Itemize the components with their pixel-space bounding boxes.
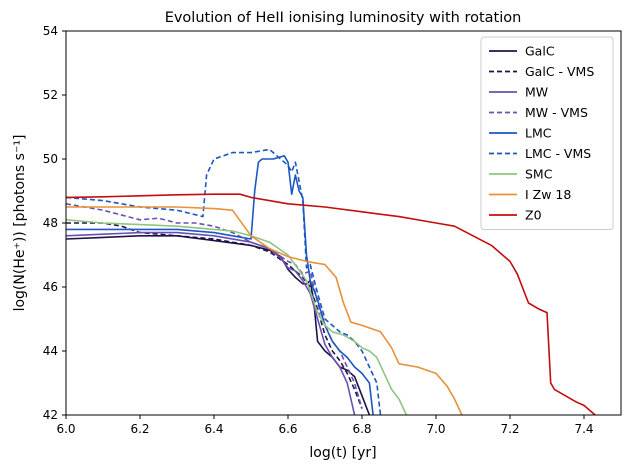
y-tick-label: 44: [43, 344, 58, 358]
plot-frame: [65, 30, 622, 416]
legend-label: Z0: [525, 208, 542, 223]
x-axis-ticks: 6.0 6.2 6.4 6.6 6.8 7.0 7.2 7.4: [56, 415, 594, 436]
chart-title: Evolution of HeII ionising luminosity wi…: [165, 10, 522, 26]
x-tick-label: 6.0: [56, 422, 75, 436]
series-lines: [66, 148, 596, 415]
legend-label: MW: [525, 85, 548, 100]
x-tick-label: 7.4: [574, 422, 593, 436]
x-tick-label: 6.4: [204, 422, 223, 436]
legend: GalC GalC - VMS MW MW - VMS LMC LMC - VMS SMC I…: [480, 36, 614, 230]
y-axis-ticks: 42 44 46 48 50 52 54: [43, 24, 66, 422]
series-line-lmc: [66, 155, 374, 415]
x-tick-label: 7.0: [426, 422, 445, 436]
series-line-mw-vms: [66, 203, 363, 409]
y-axis-label: log(N(He⁺)) [photons s⁻¹]: [12, 135, 28, 312]
y-tick-label: 50: [43, 152, 58, 166]
legend-box: [480, 36, 614, 230]
legend-label: SMC: [525, 167, 553, 182]
series-line-smc: [66, 219, 408, 415]
x-axis-label: log(t) [yr]: [309, 445, 376, 461]
x-tick-label: 7.2: [500, 422, 519, 436]
legend-label: MW - VMS: [525, 105, 588, 120]
y-tick-label: 52: [43, 88, 58, 102]
x-tick-label: 6.6: [278, 422, 297, 436]
series-line-i-zw-18: [66, 206, 463, 415]
series-line-mw: [66, 231, 356, 415]
x-tick-label: 6.2: [130, 422, 149, 436]
legend-label: GalC - VMS: [525, 64, 594, 79]
series-line-z0: [66, 193, 596, 415]
legend-label: GalC: [525, 44, 555, 59]
y-tick-label: 48: [43, 216, 58, 230]
legend-label: LMC - VMS: [525, 146, 591, 161]
series-line-galc-vms: [66, 222, 363, 409]
x-tick-label: 6.8: [352, 422, 371, 436]
y-tick-label: 54: [43, 24, 58, 38]
legend-label: I Zw 18: [525, 187, 571, 202]
legend-label: LMC: [525, 126, 552, 141]
y-tick-label: 42: [43, 408, 58, 422]
y-tick-label: 46: [43, 280, 58, 294]
